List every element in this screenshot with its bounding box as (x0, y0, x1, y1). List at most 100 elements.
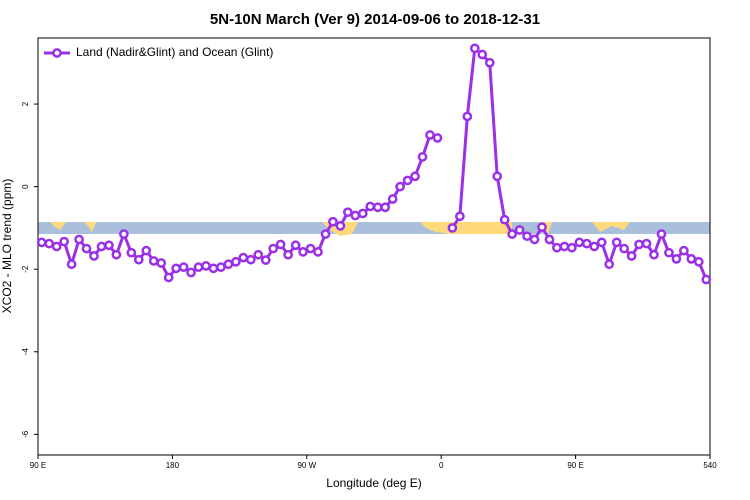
data-point (89, 251, 99, 261)
data-point (283, 249, 293, 260)
data-point (656, 229, 667, 239)
legend-label: Land (Nadir&Glint) and Ocean (Glint) (76, 45, 273, 59)
data-point (641, 238, 652, 249)
data-point (664, 247, 674, 258)
data-point (343, 207, 353, 218)
data-point (36, 237, 47, 248)
plot-frame (37, 37, 711, 456)
data-point (305, 243, 316, 254)
data-point (686, 254, 697, 264)
x-tick-label: 180 (166, 461, 180, 470)
data-point (238, 252, 249, 263)
data-point (581, 238, 592, 249)
data-point (96, 241, 107, 252)
data-point (507, 229, 517, 239)
data-point (126, 247, 137, 258)
land-patch (84, 222, 96, 232)
data-point (111, 249, 122, 260)
y-tick-label: -6 (21, 430, 30, 438)
data-point (514, 225, 525, 235)
data-point (268, 243, 279, 254)
data-point (679, 245, 689, 256)
data-point (66, 259, 77, 270)
data-point (596, 237, 607, 248)
data-point (499, 214, 510, 225)
land-patch (592, 222, 630, 232)
data-point (567, 242, 577, 253)
data-point (44, 238, 55, 249)
data-point (671, 254, 682, 264)
y-tick-label: -4 (21, 348, 30, 356)
legend-marker (52, 48, 62, 58)
data-point (357, 208, 368, 219)
data-point (544, 234, 555, 245)
data-point (447, 223, 458, 233)
data-point (462, 111, 473, 122)
data-point (201, 261, 211, 271)
data-point (298, 247, 308, 257)
data-point (104, 240, 114, 251)
data-point (469, 43, 480, 54)
data-point (156, 258, 167, 268)
data-point (223, 259, 234, 270)
data-point (372, 202, 383, 213)
data-point (51, 241, 62, 252)
data-point (492, 171, 503, 182)
data-point (619, 243, 629, 254)
data-point (410, 171, 420, 182)
data-point (380, 202, 391, 213)
data-point (119, 229, 129, 239)
data-point (148, 256, 159, 266)
data-point (253, 249, 264, 260)
data-point (133, 254, 144, 265)
data-point (290, 240, 301, 251)
data-point (365, 201, 376, 212)
data-point (604, 259, 615, 270)
data-point (589, 241, 600, 252)
data-point (701, 274, 712, 285)
y-axis-label: XCO2 - MLO trend (ppm) (0, 179, 14, 314)
data-point (350, 210, 361, 221)
data-point (395, 181, 405, 192)
data-point (313, 247, 323, 257)
data-point (417, 152, 428, 162)
data-point (193, 262, 204, 272)
data-point (320, 229, 331, 239)
data-point (387, 194, 398, 204)
data-point (477, 49, 488, 60)
data-point (634, 239, 644, 250)
data-point (529, 234, 540, 245)
data-point (537, 222, 547, 232)
data-point (649, 249, 659, 260)
data-point (432, 133, 443, 143)
data-point (260, 255, 271, 265)
data-point (425, 130, 435, 140)
y-tick-label: -2 (21, 265, 30, 273)
data-point (522, 231, 532, 242)
data-point (559, 241, 570, 252)
x-tick-label: 90 E (567, 461, 583, 470)
data-point (552, 242, 562, 253)
data-point (693, 256, 704, 267)
x-tick-label: 540 (703, 461, 717, 470)
data-point (208, 263, 219, 274)
data-point (611, 237, 622, 248)
data-point (59, 236, 69, 247)
data-point (178, 262, 189, 272)
data-point (163, 272, 174, 283)
y-tick-label: 0 (21, 184, 30, 189)
data-point (231, 256, 241, 267)
x-tick-label: 90 E (30, 461, 46, 470)
data-point (275, 239, 286, 250)
data-point (484, 57, 495, 68)
chart-title: 5N-10N March (Ver 9) 2014-09-06 to 2018-… (210, 11, 540, 28)
data-point (216, 262, 226, 272)
data-point (171, 263, 181, 274)
y-tick-label: 2 (21, 101, 30, 106)
x-tick-label: 90 W (297, 461, 316, 470)
data-point (455, 211, 465, 222)
data-point (402, 175, 413, 186)
data-point (74, 234, 84, 245)
